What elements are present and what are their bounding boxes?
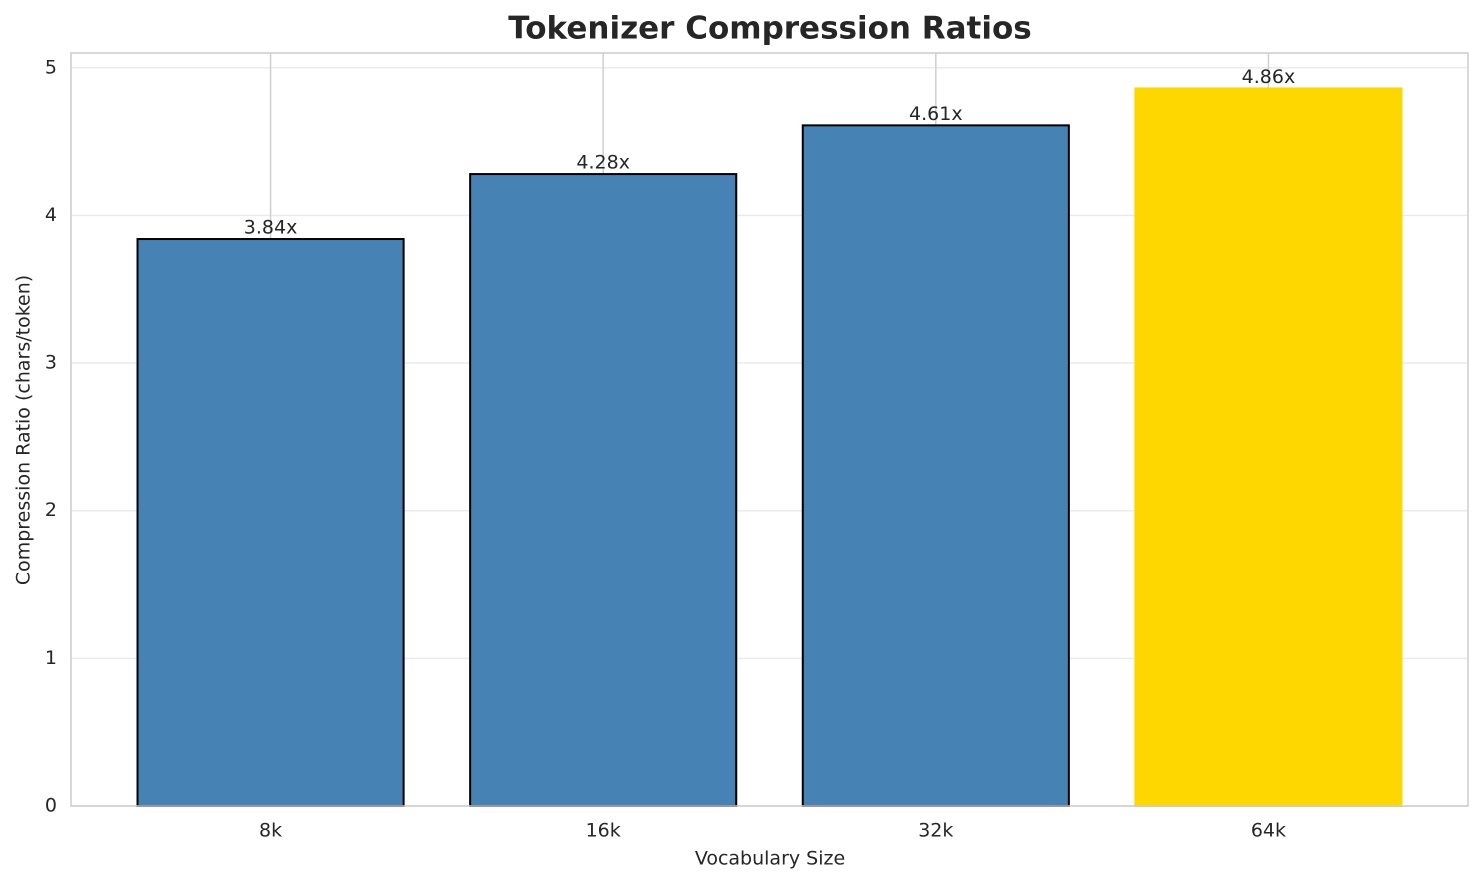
- bar: [136, 238, 405, 808]
- chart-title: Tokenizer Compression Ratios: [508, 11, 1032, 47]
- y-tick-label: 0: [45, 795, 57, 817]
- bar: [1134, 87, 1403, 807]
- value-label: 4.28x: [576, 152, 630, 174]
- value-label: 4.61x: [909, 103, 963, 125]
- value-label: 4.86x: [1242, 66, 1296, 88]
- plot-frame: [70, 52, 1469, 807]
- bar: [801, 124, 1070, 808]
- x-tick-label: 32k: [918, 820, 953, 842]
- x-tick-label: 64k: [1251, 820, 1286, 842]
- y-tick-label: 5: [45, 56, 57, 78]
- x-tick-label: 16k: [586, 820, 621, 842]
- y-tick-label: 2: [45, 499, 57, 521]
- y-tick-label: 1: [45, 647, 57, 669]
- y-tick-label: 3: [45, 352, 57, 374]
- bar: [469, 173, 738, 807]
- value-label: 3.84x: [244, 217, 298, 239]
- x-tick-label: 8k: [259, 820, 282, 842]
- y-tick-label: 4: [45, 204, 57, 226]
- x-axis-label: Vocabulary Size: [695, 848, 845, 870]
- y-axis-label: Compression Ratio (chars/token): [13, 275, 35, 585]
